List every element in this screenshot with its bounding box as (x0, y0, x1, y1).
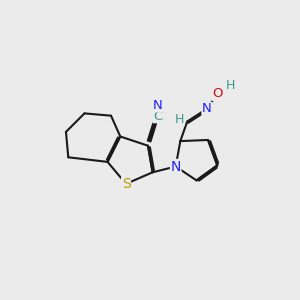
Text: H: H (175, 113, 184, 126)
Text: S: S (122, 177, 130, 191)
Text: N: N (202, 102, 212, 115)
Text: C: C (153, 110, 162, 123)
Text: N: N (153, 99, 163, 112)
Text: O: O (212, 87, 223, 100)
Text: H: H (225, 79, 235, 92)
Text: N: N (170, 160, 181, 173)
